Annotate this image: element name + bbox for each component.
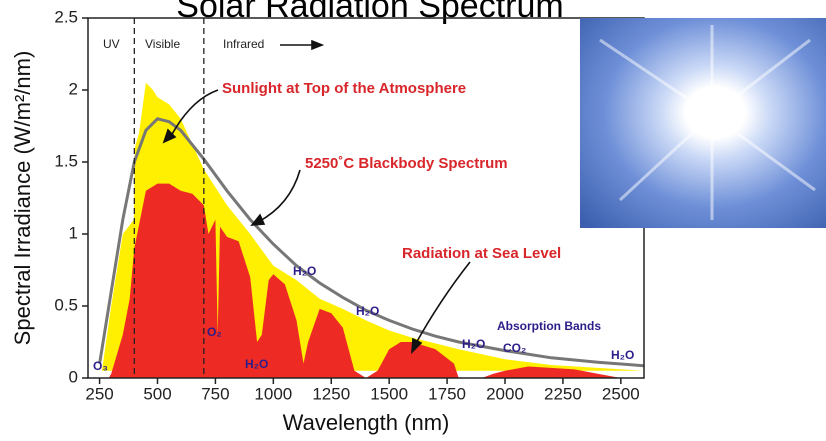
chart-title: Solar Radiation Spectrum xyxy=(176,0,563,25)
absorption-label: H₂O xyxy=(293,264,316,278)
region-label: Infrared xyxy=(223,37,264,51)
absorption-label: H₂O xyxy=(462,337,485,351)
absorption-label: O₂ xyxy=(207,325,222,339)
absorption-label: O₃ xyxy=(93,359,108,373)
absorption-label: H₂O xyxy=(611,348,634,362)
y-tick-label: 0.5 xyxy=(54,295,78,314)
x-tick-label: 1500 xyxy=(370,384,408,403)
annotation: Radiation at Sea Level xyxy=(402,245,561,262)
y-tick-label: 2 xyxy=(69,79,78,98)
absorption-label: H₂O xyxy=(356,304,379,318)
annotation: Sunlight at Top of the Atmosphere xyxy=(222,80,466,97)
y-tick-label: 2.5 xyxy=(54,7,78,26)
chart: Solar Radiation Spectrum 0 0.5 1 1.5 2 2.5 250… xyxy=(0,0,826,441)
x-tick-label: 250 xyxy=(85,384,113,403)
region-label: UV xyxy=(103,37,120,51)
x-tick-label: 1000 xyxy=(254,384,292,403)
x-tick-label: 2500 xyxy=(602,384,640,403)
absorption-label: CO₂ xyxy=(503,341,526,355)
x-tick-label: 1750 xyxy=(428,384,466,403)
x-tick-label: 1250 xyxy=(312,384,350,403)
y-tick-label: 1 xyxy=(69,223,78,242)
absorption-label: H₂O xyxy=(245,357,268,371)
y-axis-label: Spectral Irradiance (W/m²/nm) xyxy=(10,51,35,346)
x-tick-label: 500 xyxy=(143,384,171,403)
region-label: Visible xyxy=(145,37,180,51)
x-tick-label: 2250 xyxy=(544,384,582,403)
x-axis-label: Wavelength (nm) xyxy=(283,410,450,435)
annotation: Absorption Bands xyxy=(497,319,601,333)
x-tick-label: 2000 xyxy=(486,384,524,403)
y-tick-label: 0 xyxy=(69,367,78,386)
x-tick-label: 750 xyxy=(201,384,229,403)
y-tick-label: 1.5 xyxy=(54,151,78,170)
annotation: 5250˚C Blackbody Spectrum xyxy=(305,155,508,172)
